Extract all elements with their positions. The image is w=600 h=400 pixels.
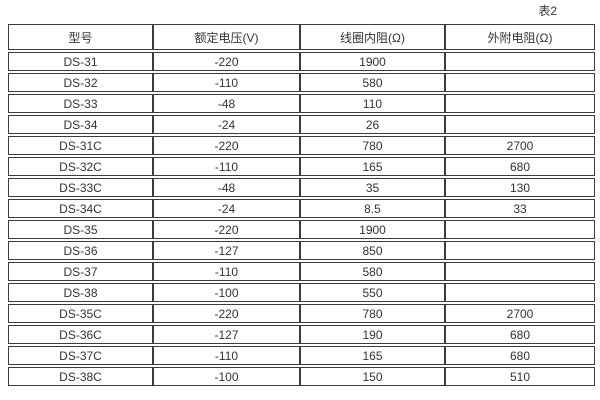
table-cell <box>445 52 595 71</box>
table-cell: 150 <box>300 367 445 386</box>
table-row: DS-36C -127 190 680 <box>8 325 595 344</box>
table-cell: DS-34C <box>8 199 153 218</box>
table-cell: DS-36C <box>8 325 153 344</box>
table-cell: -220 <box>153 304 300 323</box>
table-cell: DS-31 <box>8 52 153 71</box>
table-caption: 表2 <box>538 4 557 18</box>
table-row: DS-34 -24 26 <box>8 115 595 134</box>
table-cell: -220 <box>153 136 300 155</box>
table-cell: -110 <box>153 262 300 281</box>
table-cell: -110 <box>153 157 300 176</box>
table-cell: 1900 <box>300 52 445 71</box>
table-cell: 510 <box>445 367 595 386</box>
table-cell: -48 <box>153 178 300 197</box>
table-cell: 680 <box>445 157 595 176</box>
table-cell: -24 <box>153 115 300 134</box>
table-cell: 580 <box>300 73 445 92</box>
table-row: DS-33C -48 35 130 <box>8 178 595 197</box>
col-header-external-resistance: 外附电阻(Ω) <box>445 24 595 50</box>
table-cell: DS-33 <box>8 94 153 113</box>
table-cell: -100 <box>153 283 300 302</box>
table-cell: -48 <box>153 94 300 113</box>
table-cell <box>445 220 595 239</box>
table-cell: 850 <box>300 241 445 260</box>
table-cell: 33 <box>445 199 595 218</box>
table-cell: 8.5 <box>300 199 445 218</box>
col-header-model: 型号 <box>8 24 153 50</box>
table-cell: 130 <box>445 178 595 197</box>
table-cell: DS-32C <box>8 157 153 176</box>
table-row: DS-33 -48 110 <box>8 94 595 113</box>
spec-table-body: DS-31 -220 1900 DS-32 -110 580 DS-33 -48 110 DS-3… <box>8 52 595 386</box>
table-cell: DS-34 <box>8 115 153 134</box>
table-cell: 110 <box>300 94 445 113</box>
table-cell: DS-37 <box>8 262 153 281</box>
table-cell <box>445 262 595 281</box>
table-cell: 1900 <box>300 220 445 239</box>
table-row: DS-35C -220 780 2700 <box>8 304 595 323</box>
table-row: DS-37C -110 165 680 <box>8 346 595 365</box>
table-cell: 780 <box>300 304 445 323</box>
col-header-coil-resistance: 线圈内阻(Ω) <box>300 24 445 50</box>
table-cell <box>445 241 595 260</box>
table-cell: 35 <box>300 178 445 197</box>
table-row: DS-36 -127 850 <box>8 241 595 260</box>
table-cell: DS-32 <box>8 73 153 92</box>
table-cell: DS-37C <box>8 346 153 365</box>
table-row: DS-38C -100 150 510 <box>8 367 595 386</box>
table-cell: DS-38C <box>8 367 153 386</box>
table-cell: DS-31C <box>8 136 153 155</box>
table-cell: DS-35 <box>8 220 153 239</box>
table-row: DS-35 -220 1900 <box>8 220 595 239</box>
table-cell: 680 <box>445 346 595 365</box>
table-cell: DS-38 <box>8 283 153 302</box>
table-cell: 26 <box>300 115 445 134</box>
table-cell: 780 <box>300 136 445 155</box>
table-cell: 580 <box>300 262 445 281</box>
table-row: DS-31 -220 1900 <box>8 52 595 71</box>
table-cell: DS-33C <box>8 178 153 197</box>
table-cell: -110 <box>153 346 300 365</box>
table-cell <box>445 94 595 113</box>
table-cell: DS-35C <box>8 304 153 323</box>
table-cell: 550 <box>300 283 445 302</box>
table-cell: 165 <box>300 346 445 365</box>
table-cell: 190 <box>300 325 445 344</box>
table-row: DS-34C -24 8.5 33 <box>8 199 595 218</box>
table-cell: 2700 <box>445 304 595 323</box>
table-cell: 2700 <box>445 136 595 155</box>
table-row: DS-31C -220 780 2700 <box>8 136 595 155</box>
table-row: DS-37 -110 580 <box>8 262 595 281</box>
header-row: 型号 额定电压(V) 线圈内阻(Ω) 外附电阻(Ω) <box>8 24 595 50</box>
spec-table: 型号 额定电压(V) 线圈内阻(Ω) 外附电阻(Ω) DS-31 -220 1900… <box>8 22 595 388</box>
table-row: DS-32 -110 580 <box>8 73 595 92</box>
table-cell: -100 <box>153 367 300 386</box>
table-cell: DS-36 <box>8 241 153 260</box>
col-header-rated-voltage: 额定电压(V) <box>153 24 300 50</box>
table-cell <box>445 73 595 92</box>
table-cell: -127 <box>153 241 300 260</box>
table-cell: 165 <box>300 157 445 176</box>
table-cell <box>445 115 595 134</box>
table-cell <box>445 283 595 302</box>
table-cell: 680 <box>445 325 595 344</box>
table-row: DS-38 -100 550 <box>8 283 595 302</box>
table-cell: -220 <box>153 52 300 71</box>
table-row: DS-32C -110 165 680 <box>8 157 595 176</box>
table-cell: -220 <box>153 220 300 239</box>
table-cell: -110 <box>153 73 300 92</box>
table-cell: -24 <box>153 199 300 218</box>
table-cell: -127 <box>153 325 300 344</box>
